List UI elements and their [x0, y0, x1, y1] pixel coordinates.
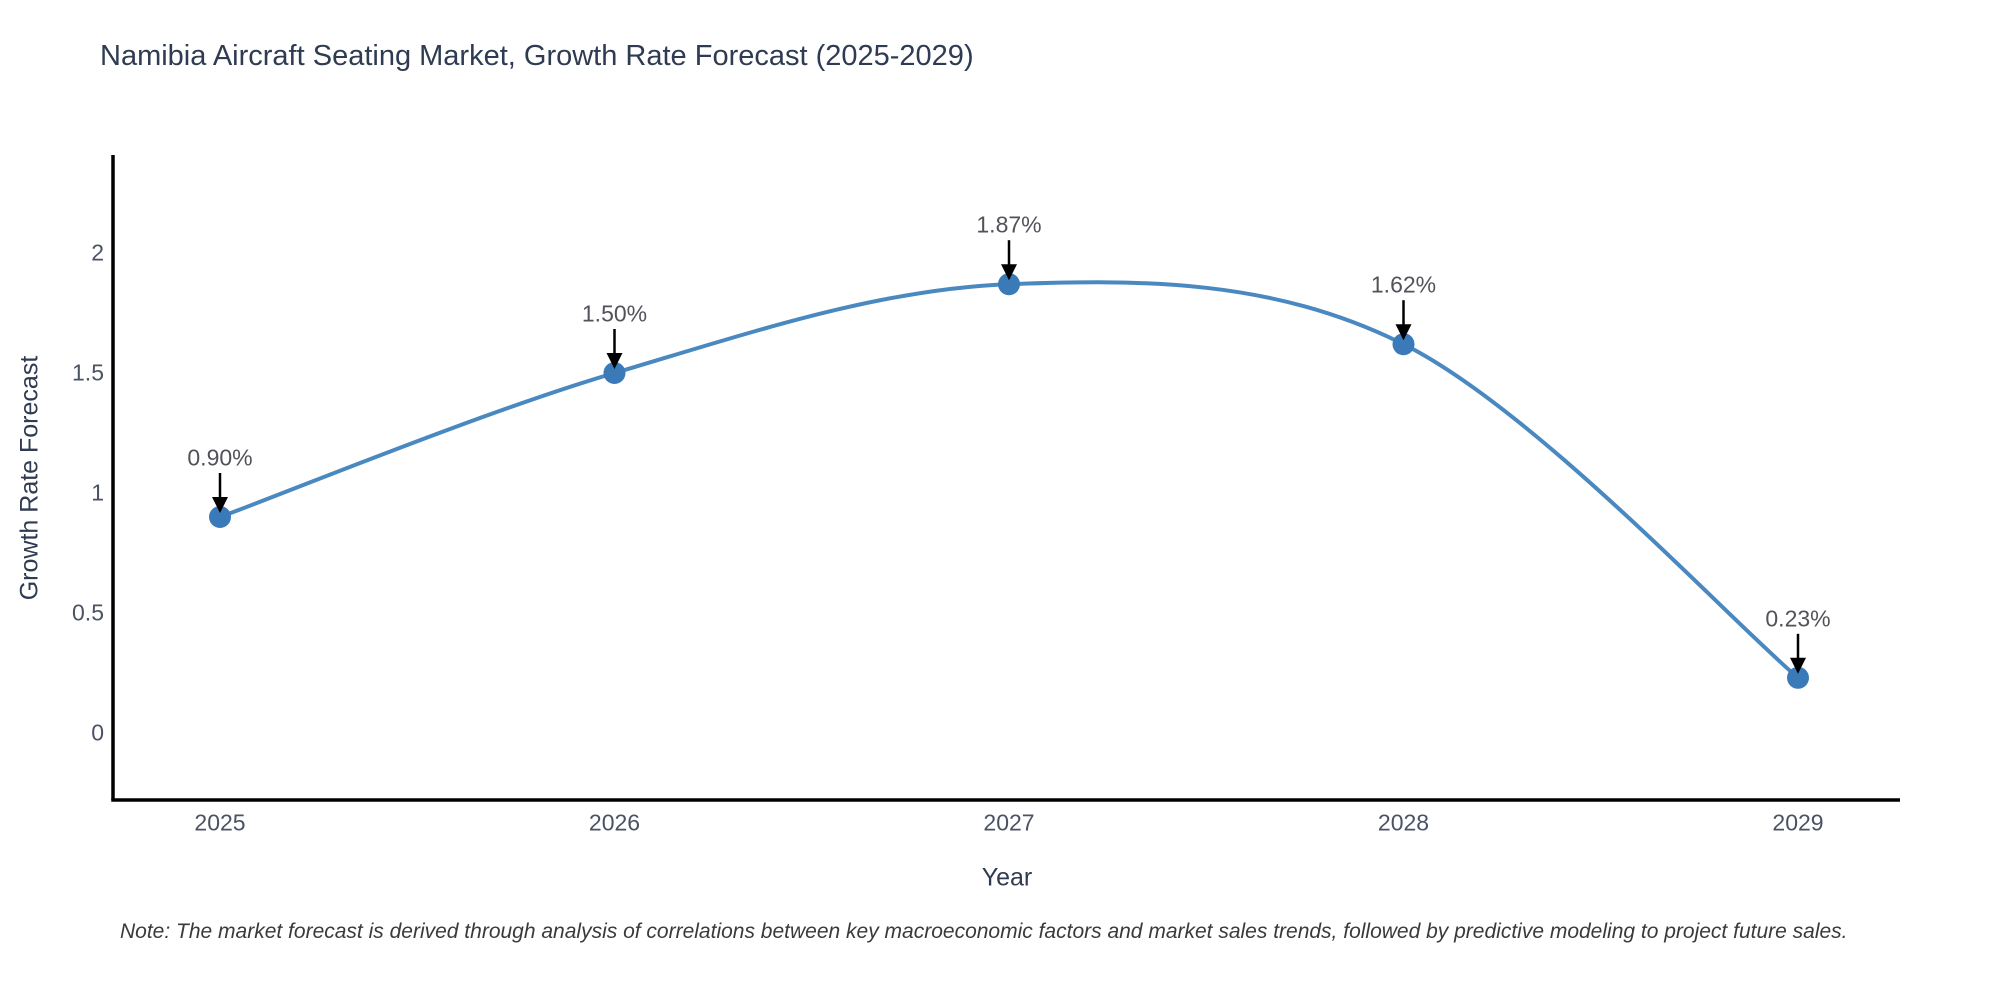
y-axis-title: Growth Rate Forecast	[15, 355, 44, 601]
y-tick-label: 2	[91, 239, 104, 266]
forecast-line	[218, 280, 1800, 680]
annotation-arrow-head	[1395, 324, 1412, 341]
x-axis-title: Year	[981, 863, 1033, 892]
point-value-label: 0.23%	[1765, 605, 1831, 632]
y-tick-label: 0.5	[72, 599, 104, 626]
x-tick-label: 2028	[1377, 809, 1430, 836]
x-tick-label: 2029	[1772, 809, 1824, 836]
data-point-marker	[209, 506, 231, 528]
point-value-label: 0.90%	[187, 444, 253, 471]
annotation-arrow-head	[1790, 657, 1806, 674]
y-tick-label: 1.5	[72, 359, 104, 386]
footnote: Note: The market forecast is derived thr…	[120, 920, 1848, 943]
annotation-arrow-head	[606, 353, 623, 369]
x-tick-label: 2026	[588, 809, 641, 836]
chart-title: Namibia Aircraft Seating Market, Growth …	[100, 40, 974, 72]
annotation-arrow-head	[212, 497, 228, 513]
point-value-label: 1.62%	[1370, 271, 1437, 298]
y-tick-label: 1	[91, 479, 104, 506]
data-point-marker	[1392, 333, 1415, 356]
data-point-marker	[603, 362, 626, 384]
x-tick-label: 2027	[983, 809, 1035, 836]
annotation-arrow-head	[1001, 264, 1017, 281]
y-tick-label: 0	[91, 719, 104, 746]
x-tick-label: 2025	[194, 809, 246, 836]
data-point-marker	[998, 273, 1020, 296]
point-value-label: 1.50%	[581, 300, 648, 327]
point-value-label: 1.87%	[976, 211, 1042, 238]
data-point-marker	[1787, 666, 1809, 689]
